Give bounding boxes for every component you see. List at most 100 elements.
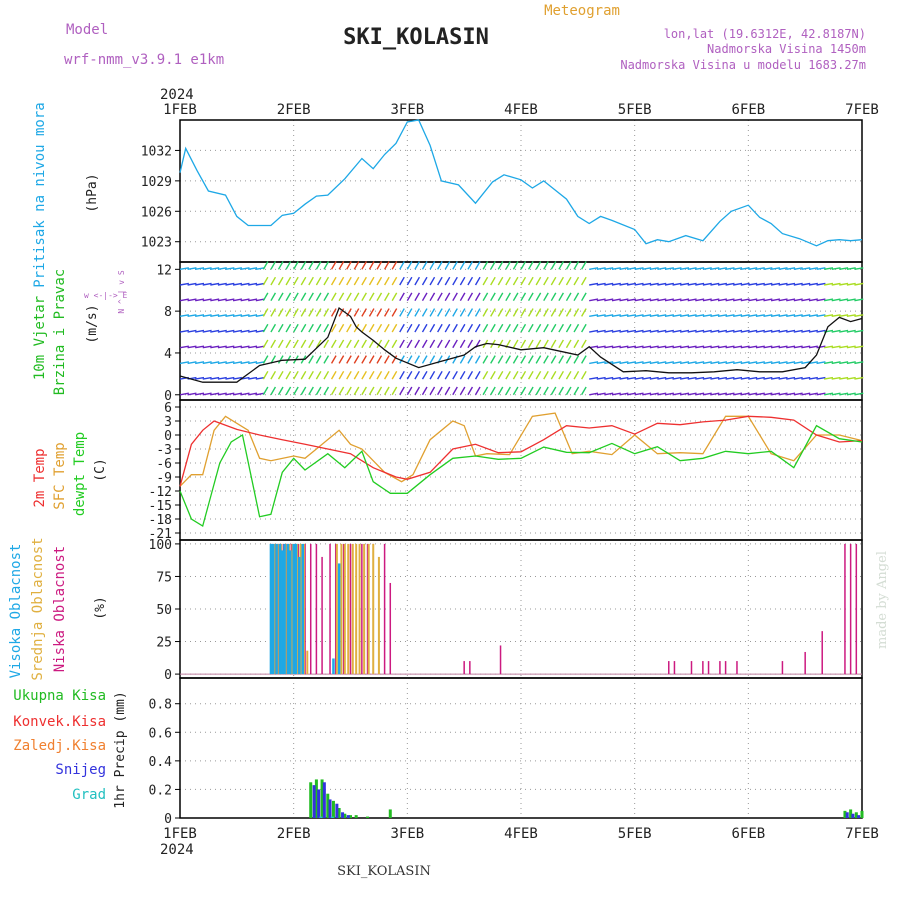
wind-arrow (497, 355, 504, 364)
wind-arrow (248, 329, 258, 333)
wind-arrow (376, 386, 383, 396)
wind-arrow (672, 376, 682, 380)
wind-arrow (725, 282, 735, 286)
wind-arrow (232, 329, 243, 333)
wind-arrow (695, 282, 705, 286)
wind-arrow (550, 386, 557, 396)
wind-arrow (558, 386, 564, 396)
wind-arrow (702, 376, 712, 380)
wind-arrow (680, 345, 690, 349)
cloud-low-bar (321, 556, 323, 675)
wind-arrow (490, 308, 496, 317)
pressure-tick-label: 1026 (141, 205, 172, 220)
wind-arrow (467, 323, 474, 333)
wind-arrow (740, 376, 750, 380)
wind-arrow (611, 376, 621, 380)
pressure-line (179, 119, 863, 247)
wind-arrow (573, 386, 580, 396)
wind-arrow (763, 267, 773, 271)
wind-arrow (179, 314, 189, 318)
wind-arrow (604, 329, 614, 333)
wind-arrow (550, 339, 557, 349)
wind-arrow (232, 361, 243, 365)
wind-arrow (452, 308, 458, 317)
wind-arrow (816, 329, 826, 333)
wind-arrow (361, 323, 367, 333)
wind-arrow (240, 314, 250, 318)
wind-arrow (695, 392, 705, 396)
wind-arrow (808, 345, 818, 349)
precip-tick-label: 0 (164, 812, 172, 827)
wind-arrow (581, 292, 587, 302)
wind-arrow (642, 282, 652, 286)
wind-arrow (589, 282, 599, 286)
wind-arrow (543, 261, 549, 270)
cloud-mid-bar (377, 556, 380, 675)
wind-arrow (725, 314, 735, 318)
wind-arrow (702, 298, 712, 302)
precip-snow-bar (857, 815, 861, 818)
wind-arrow (543, 370, 549, 380)
wind-arrow (626, 298, 637, 302)
wind-arrow (195, 392, 205, 396)
wind-arrow (755, 282, 765, 286)
wind-arrow (740, 329, 750, 333)
cloud-high-bar (281, 550, 284, 675)
wind-arrow (293, 261, 299, 270)
wind-arrow (248, 392, 258, 396)
wind-arrow (399, 370, 405, 380)
wind-arrow (512, 308, 519, 317)
precip-snow-bar (845, 812, 849, 818)
wind-arrow (793, 376, 803, 380)
precip-total-bar (854, 812, 858, 818)
cloud-high-bar (278, 543, 282, 675)
wind-arrow (429, 308, 436, 317)
wind-arrow (748, 376, 758, 380)
wind-arrow (202, 376, 212, 380)
wind-arrow (361, 339, 367, 349)
wind-arrow (778, 329, 788, 333)
wind-arrow (740, 267, 750, 271)
wind-arrow (596, 392, 606, 396)
wind-arrow (604, 267, 614, 271)
wind-arrow (391, 276, 398, 286)
wind-arrow (808, 376, 818, 380)
wind-arrow (801, 361, 811, 365)
wind-arrow (649, 361, 659, 365)
wind-arrow (414, 308, 421, 317)
wind-arrow (801, 376, 811, 380)
wind-arrow (778, 267, 788, 271)
wind-arrow (611, 329, 621, 333)
wind-arrow (535, 386, 542, 396)
wind-arrow (300, 292, 307, 302)
wind-arrow (778, 314, 788, 318)
cloud-high-bar (332, 658, 335, 675)
wind-arrow (626, 267, 637, 271)
wind-arrow (240, 392, 250, 396)
wind-arrow (816, 298, 826, 302)
wind-arrow (459, 308, 466, 317)
temp-tick-label: -9 (156, 471, 172, 486)
wind-arrow (315, 339, 322, 349)
wind-arrow (376, 339, 383, 349)
wind-arrow (763, 345, 773, 349)
top-tick-label: 3FEB (390, 102, 424, 118)
wind-arrow (315, 355, 322, 364)
wind-arrow (338, 370, 345, 380)
wind-arrow (581, 386, 587, 396)
pressure-tick-label: 1023 (141, 236, 172, 251)
wind-arrow (543, 355, 549, 364)
cloud-high-bar (275, 543, 278, 675)
wind-arrow (429, 386, 436, 396)
wind-arrow (210, 361, 220, 365)
wind-arrow (195, 298, 205, 302)
wind-arrow (293, 308, 299, 317)
wind-arrow (497, 386, 504, 396)
wind-arrow (710, 392, 720, 396)
cloud-low-bar (315, 543, 318, 675)
wind-arrow (710, 376, 720, 380)
precip-total-bar (849, 809, 853, 818)
wind-arrow (558, 323, 564, 333)
wind-arrow (444, 292, 451, 302)
wind-arrow (839, 267, 849, 271)
